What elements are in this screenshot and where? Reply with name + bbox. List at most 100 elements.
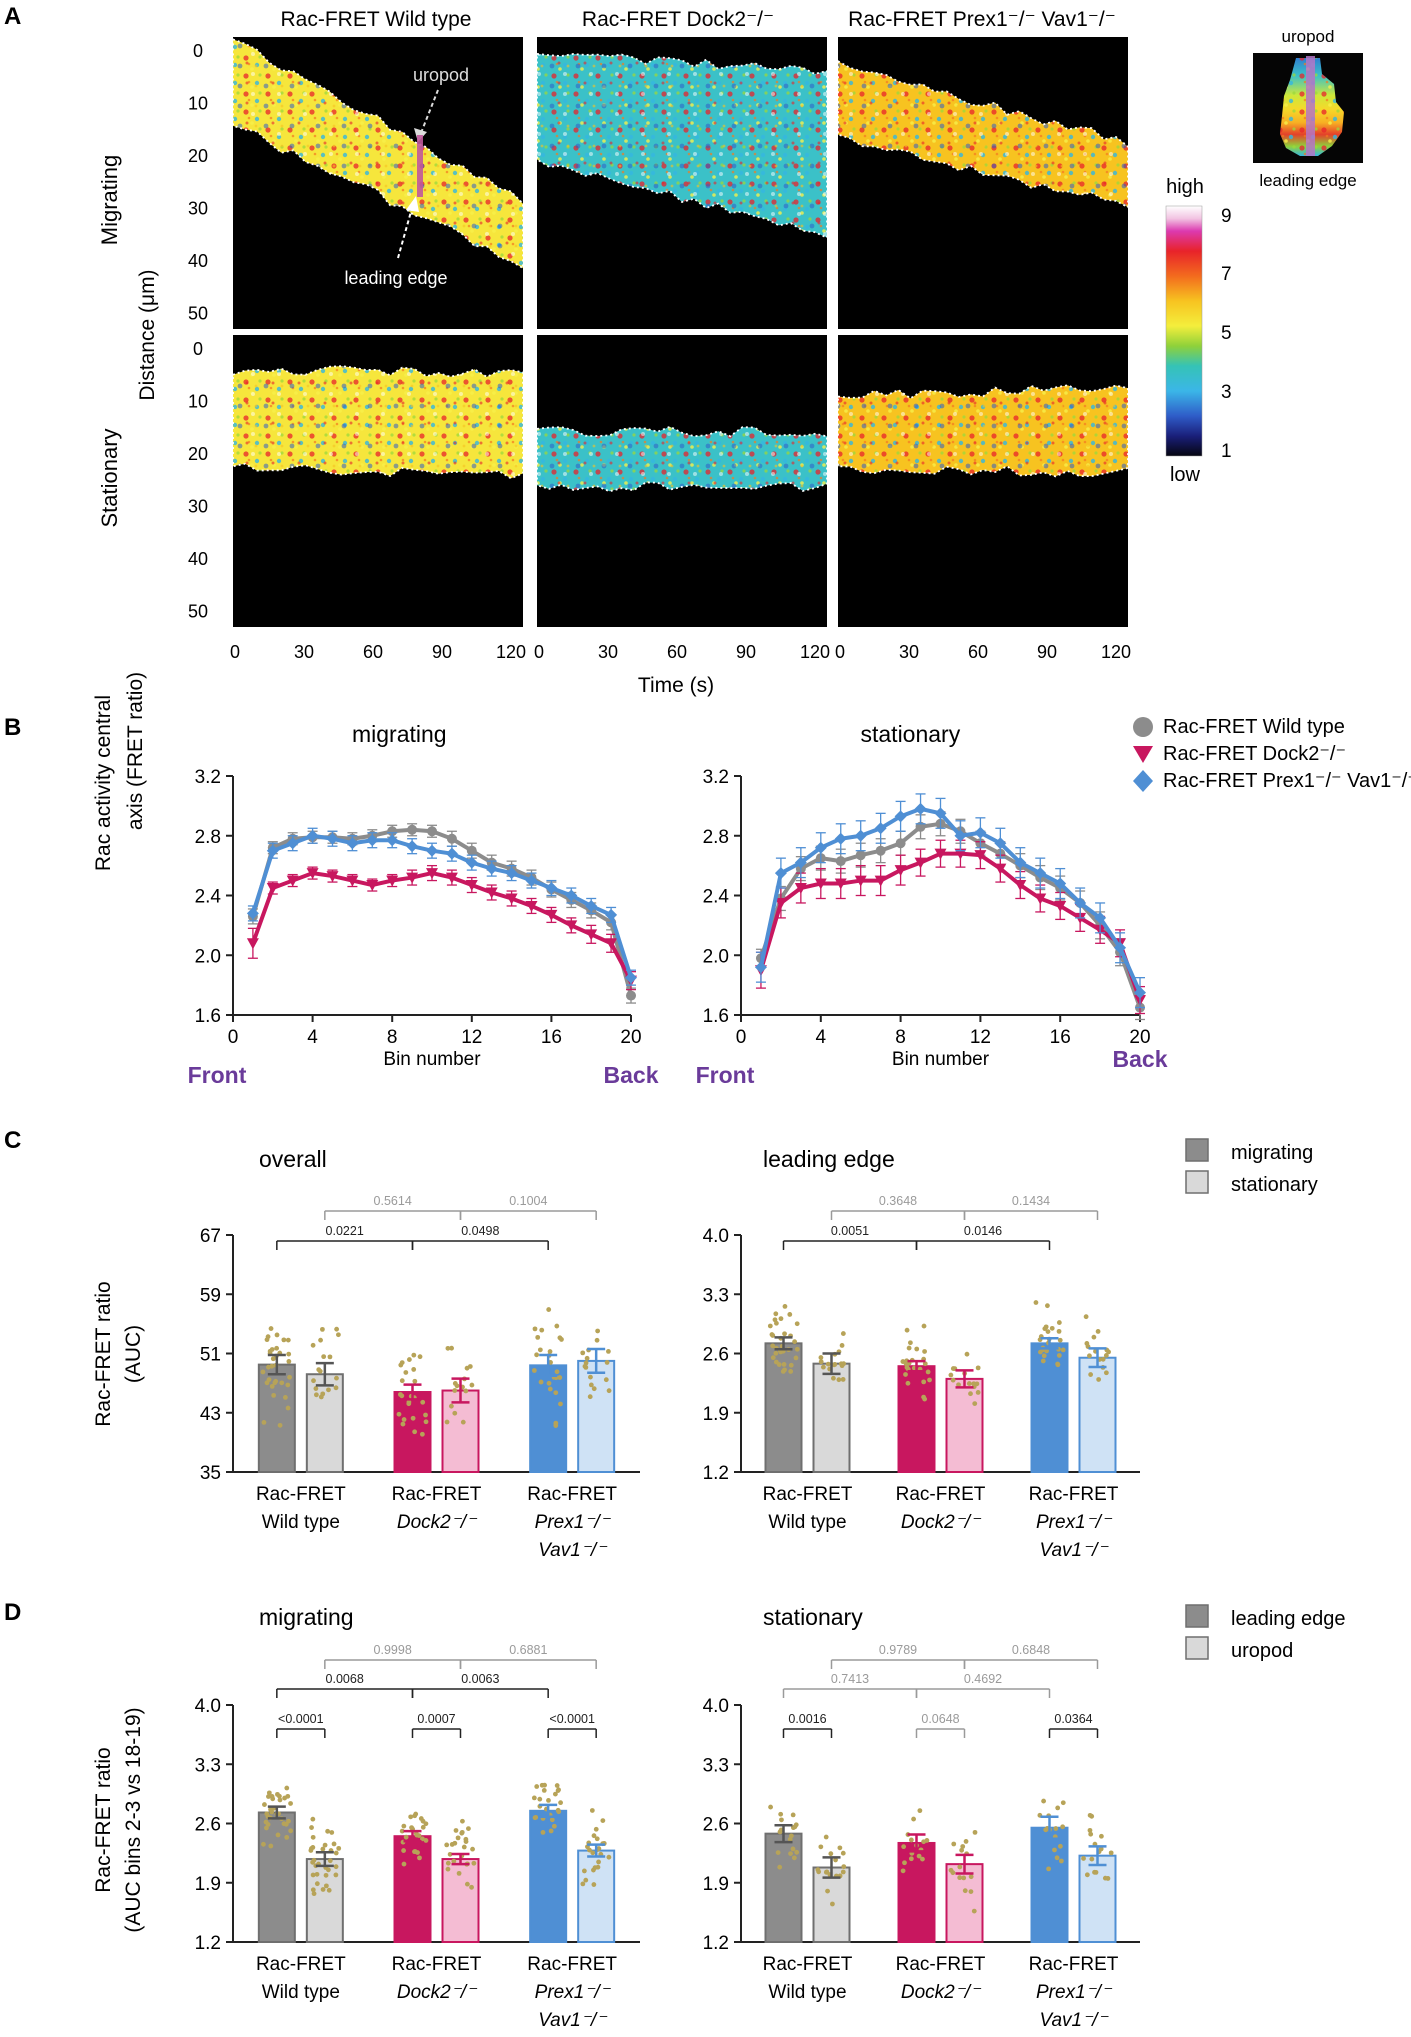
data-dot (285, 1382, 291, 1388)
data-point (266, 883, 279, 895)
data-dot (908, 1340, 913, 1346)
data-dot (461, 1844, 467, 1850)
data-dot (408, 1814, 414, 1820)
data-dot (773, 1350, 779, 1356)
inset-leading-edge-label: leading edge (1259, 171, 1356, 190)
data-dot (285, 1405, 291, 1411)
data-dot (1100, 1356, 1106, 1362)
data-point (387, 826, 398, 837)
data-point (814, 841, 827, 854)
data-dot (275, 1832, 281, 1838)
data-point (406, 872, 419, 884)
legend-label: Rac-FRET Wild type (1163, 716, 1345, 738)
legend-label: Rac-FRET Dock2⁻/⁻ (1163, 743, 1346, 765)
data-point (1094, 911, 1107, 924)
data-point (605, 908, 618, 921)
data-point (914, 857, 927, 869)
data-dot (268, 1807, 273, 1812)
data-dot (445, 1866, 451, 1872)
kymo-x-tick-label: 60 (667, 642, 687, 662)
group-label-short: Rac-FRET (256, 1954, 346, 1975)
data-point (306, 868, 319, 880)
kymo-y-tick-label: 40 (188, 549, 208, 569)
data-dot (449, 1345, 454, 1351)
y-tick-label: 3.3 (703, 1755, 729, 1776)
data-dot (288, 1801, 293, 1806)
data-dot (268, 1326, 274, 1331)
bar (764, 1832, 803, 1943)
data-dot (959, 1847, 965, 1853)
data-dot (263, 1819, 269, 1825)
bar (529, 1809, 568, 1944)
data-point (954, 829, 967, 842)
y-tick-label: 59 (200, 1285, 221, 1306)
p-value-label: 0.0068 (326, 1672, 364, 1686)
data-dot (327, 1354, 333, 1360)
data-dot (917, 1808, 923, 1814)
d-y-axis-label-line1: Rac-FRET ratio (92, 1747, 115, 1892)
data-dot (541, 1788, 547, 1793)
data-dot (558, 1800, 563, 1806)
data-point (485, 862, 498, 875)
data-dot (914, 1346, 920, 1352)
data-dot (444, 1419, 450, 1425)
data-dot (962, 1888, 968, 1894)
data-point (505, 867, 518, 880)
data-dot (464, 1881, 470, 1887)
bar (897, 1365, 936, 1473)
data-point (286, 875, 299, 887)
colorbar-tick-7: 7 (1221, 264, 1232, 285)
data-dot (320, 1391, 326, 1397)
colorbar-tick-9: 9 (1221, 206, 1232, 227)
data-dot (1083, 1314, 1089, 1320)
legend-label: leading edge (1231, 1608, 1346, 1630)
data-dot (911, 1816, 916, 1822)
group-label-genotype: Prex1⁻/⁻ (1036, 1512, 1113, 1533)
data-dot (1041, 1353, 1047, 1359)
data-dot (1060, 1347, 1066, 1353)
data-dot (830, 1901, 835, 1907)
data-dot (400, 1421, 406, 1427)
axis-end-back: Back (1113, 1046, 1168, 1072)
data-dot (417, 1354, 423, 1360)
data-dot (320, 1326, 325, 1332)
kymo-y-tick-label: 10 (188, 392, 208, 412)
data-dot (921, 1839, 927, 1845)
data-dot (273, 1378, 279, 1384)
data-dot (532, 1815, 538, 1821)
data-dot (336, 1332, 341, 1338)
data-dot (274, 1332, 280, 1338)
data-dot (397, 1392, 403, 1397)
data-dot (401, 1848, 406, 1853)
data-dot (316, 1367, 322, 1373)
data-point (406, 840, 419, 853)
kymo-x-tick-label: 0 (230, 642, 240, 662)
data-dot (1108, 1850, 1114, 1856)
group-label-short: Rac-FRET (896, 1954, 986, 1975)
p-value-label: 0.0016 (788, 1712, 826, 1726)
data-point (386, 875, 399, 887)
data-dot (584, 1355, 590, 1361)
y-tick-label: 1.2 (703, 1463, 729, 1484)
data-dot (552, 1791, 558, 1797)
data-dot (423, 1419, 429, 1425)
data-dot (531, 1795, 537, 1801)
data-dot (593, 1826, 599, 1832)
data-dot (411, 1352, 417, 1358)
kymograph-cell-outline (232, 38, 524, 270)
y-tick-label: 35 (200, 1463, 221, 1484)
data-point (994, 837, 1007, 850)
data-dot (606, 1854, 612, 1860)
data-point (874, 822, 887, 835)
kymo-y-axis-label: Distance (μm) (136, 269, 159, 400)
data-dot (264, 1811, 270, 1817)
data-dot (452, 1388, 458, 1393)
data-dot (968, 1889, 974, 1894)
data-dot (320, 1846, 326, 1852)
data-dot (777, 1829, 783, 1835)
y-tick-label: 2.4 (703, 887, 730, 908)
data-dot (840, 1377, 846, 1382)
group-label-short: Rac-FRET (1029, 1484, 1119, 1505)
bar-chart-d-migrating: migrating 1.2 1.9 2.6 3.3 4.0 Rac-FRET Wild typ… (195, 1604, 640, 2031)
